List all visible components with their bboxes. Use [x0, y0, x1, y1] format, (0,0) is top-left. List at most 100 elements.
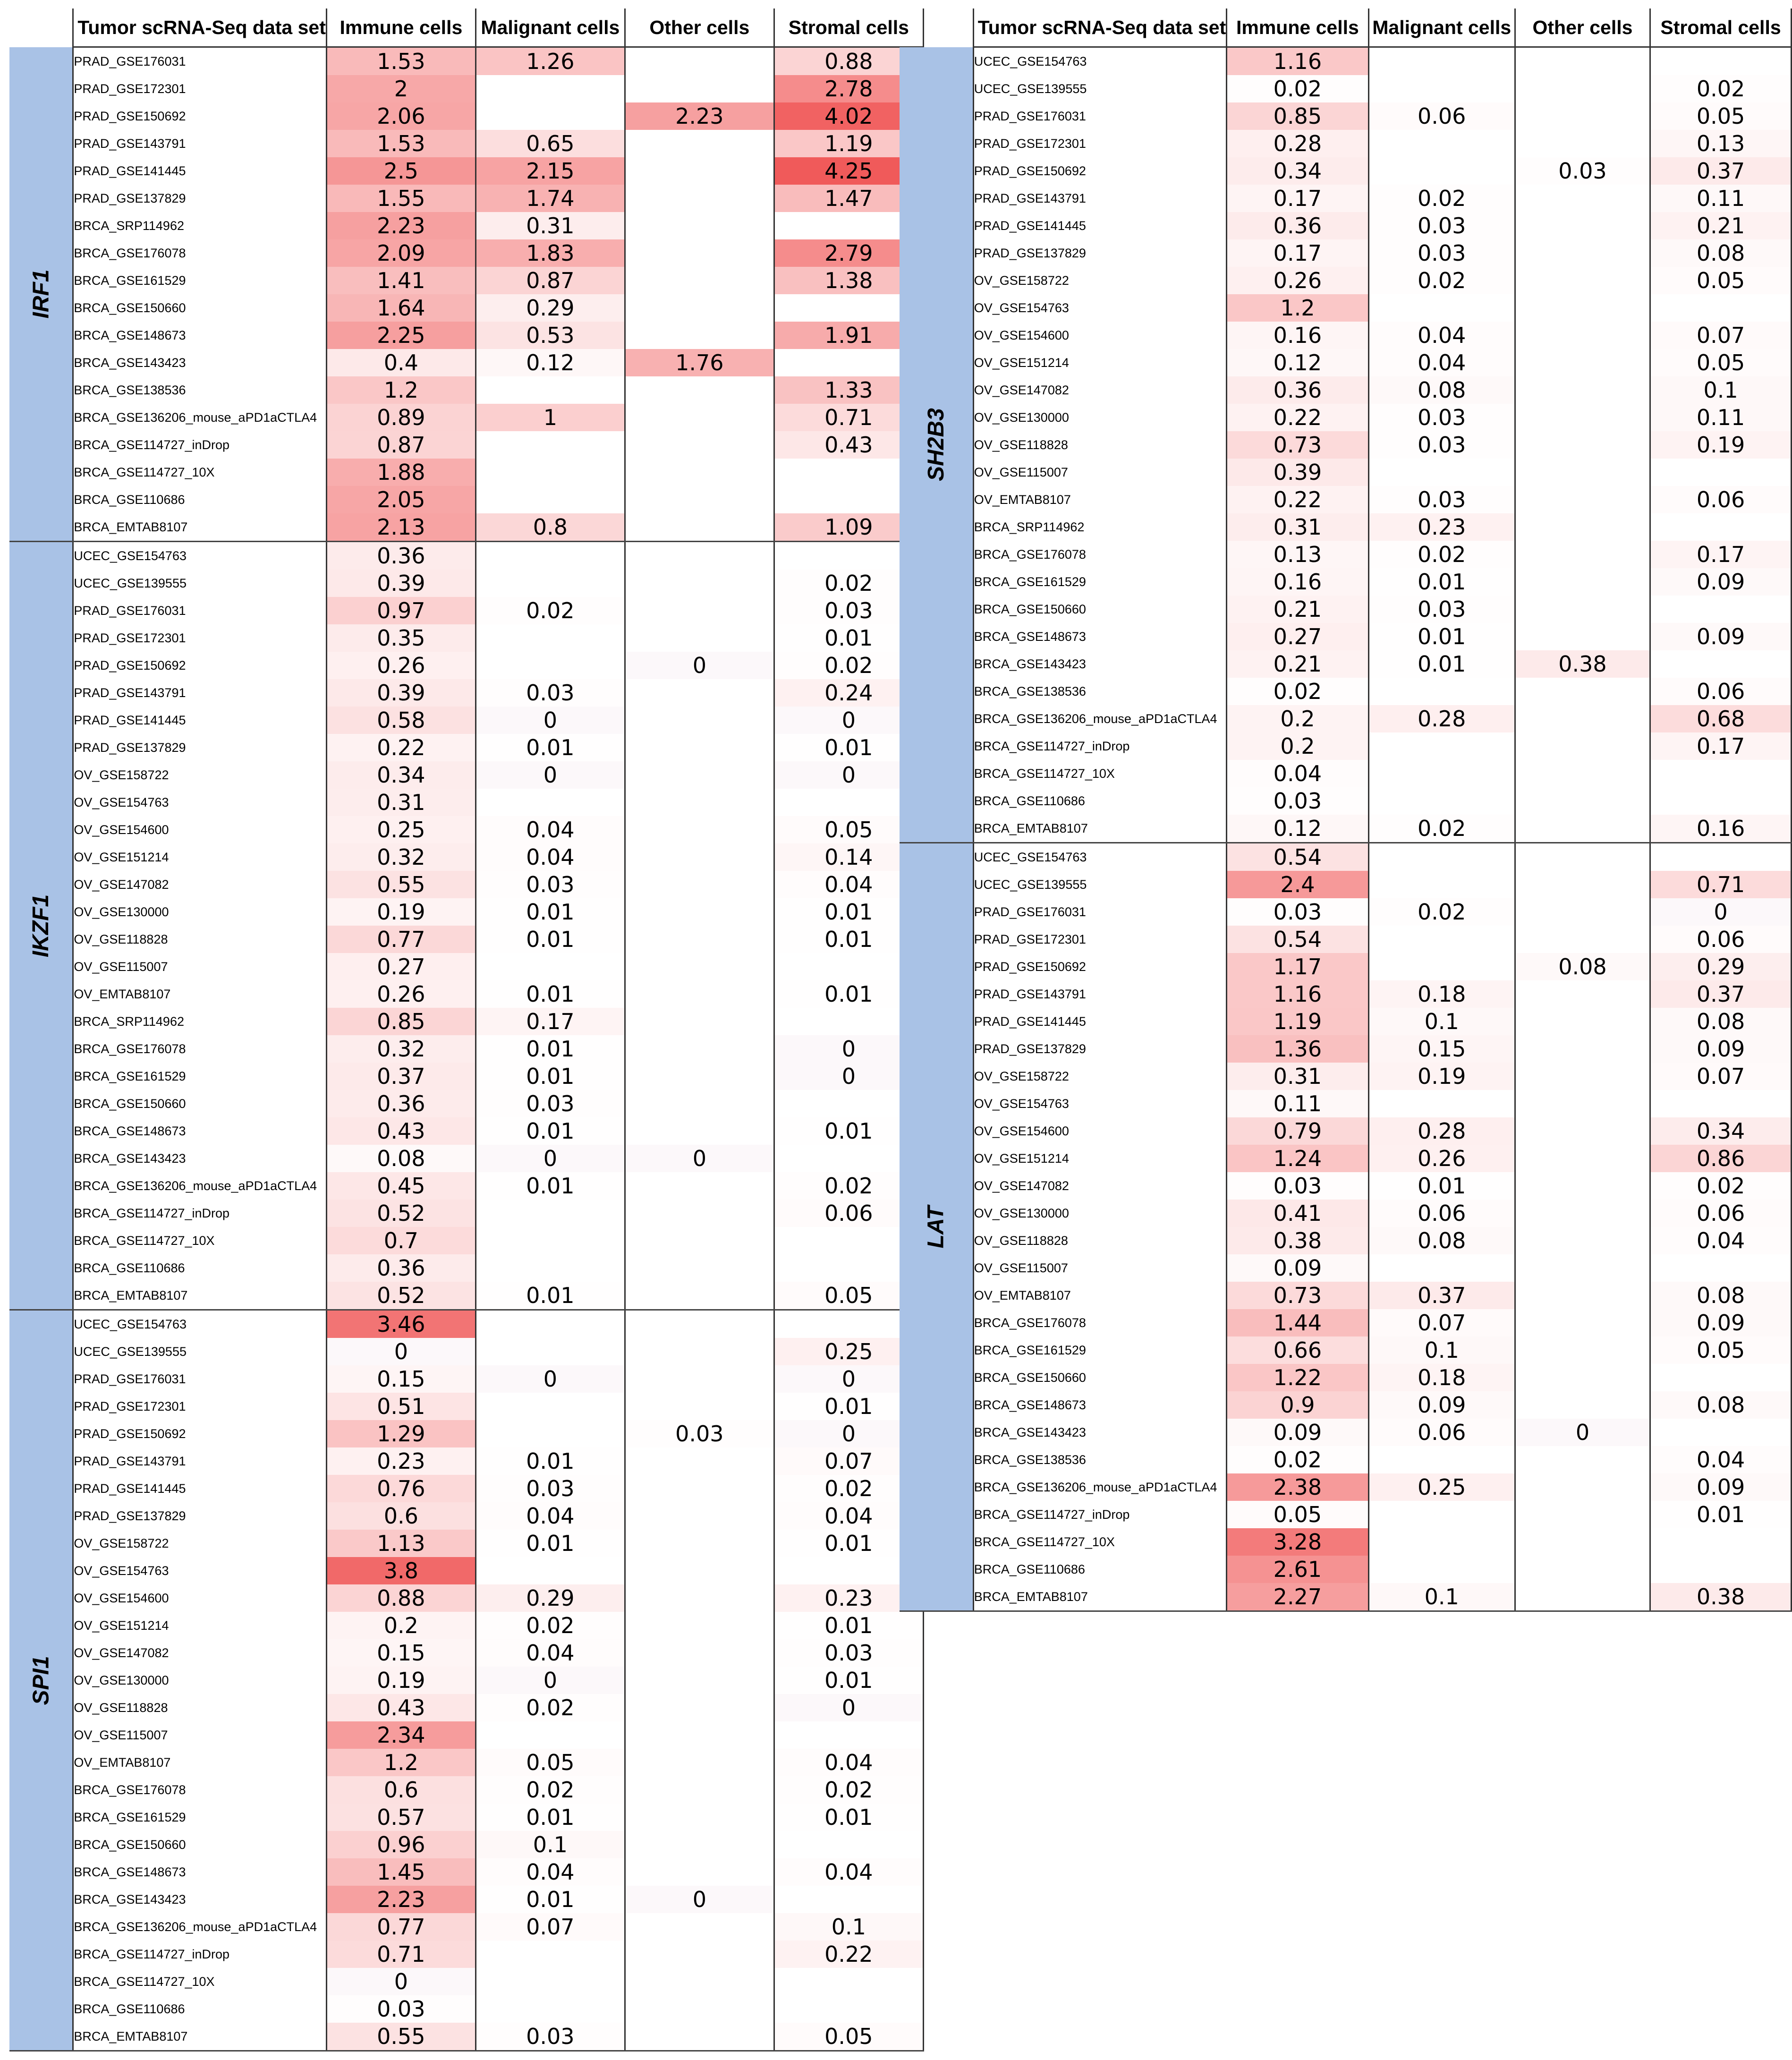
- heatmap-cell-other-cells: [1514, 1145, 1650, 1172]
- heatmap-cell-malignant-cells: 0.04: [475, 1639, 625, 1667]
- heatmap-cell-other-cells: [1514, 486, 1650, 513]
- table-row: BRCA_GSE161529 0.37 0.01 0: [9, 1063, 924, 1090]
- column-header-stromal-cells: Stromal cells: [1649, 9, 1792, 48]
- table-row: OV_GSE115007 0.27: [9, 953, 924, 980]
- dataset-label: OV_GSE151214: [972, 349, 1227, 376]
- heatmap-cell-stromal-cells: [1649, 760, 1792, 787]
- heatmap-cell-malignant-cells: 0: [475, 1145, 625, 1172]
- heatmap-cell-immune-cells: 0.02: [1226, 1446, 1369, 1473]
- heatmap-cell-immune-cells: 0.16: [1226, 568, 1369, 596]
- heatmap-cell-stromal-cells: 0.86: [1649, 1145, 1792, 1172]
- dataset-label: BRCA_EMTAB8107: [72, 513, 327, 542]
- table-row: PRAD_GSE150692 1.17 0.08 0.29: [900, 953, 1792, 980]
- heatmap-cell-other-cells: [624, 1913, 774, 1941]
- heatmap-cell-stromal-cells: 0.01: [773, 1804, 924, 1831]
- heatmap-cell-stromal-cells: 0.08: [1649, 1008, 1792, 1035]
- heatmap-cell-stromal-cells: 0.08: [1649, 1391, 1792, 1419]
- heatmap-cell-malignant-cells: 0.17: [475, 1008, 625, 1035]
- dataset-label: BRCA_GSE114727_10X: [972, 760, 1227, 787]
- heatmap-cell-malignant-cells: 0.06: [1367, 1419, 1515, 1446]
- heatmap-cell-malignant-cells: 0: [475, 1365, 625, 1393]
- table-row: BRCA_GSE148673 0.27 0.01 0.09: [900, 623, 1792, 650]
- heatmap-cell-malignant-cells: 0.08: [1367, 376, 1515, 404]
- dataset-label: UCEC_GSE154763: [72, 541, 327, 570]
- dataset-label: OV_EMTAB8107: [72, 980, 327, 1008]
- dataset-label: OV_GSE154600: [972, 1117, 1227, 1145]
- heatmap-cell-other-cells: [1514, 732, 1650, 760]
- heatmap-cell-malignant-cells: 0.02: [475, 1612, 625, 1639]
- dataset-label: BRCA_GSE110686: [72, 1254, 327, 1282]
- heatmap-cell-stromal-cells: [1649, 843, 1792, 871]
- dataset-label: PRAD_GSE176031: [72, 1365, 327, 1393]
- table-row: OV_GSE130000 0.41 0.06 0.06: [900, 1200, 1792, 1227]
- dataset-label: BRCA_GSE138536: [972, 678, 1227, 705]
- heatmap-cell-malignant-cells: 0.01: [475, 926, 625, 953]
- table-row: BRCA_GSE150660 0.96 0.1: [9, 1831, 924, 1858]
- heatmap-cell-other-cells: [624, 761, 774, 789]
- heatmap-cell-malignant-cells: 0.8: [475, 513, 625, 542]
- dataset-label: BRCA_GSE148673: [72, 1117, 327, 1145]
- heatmap-cell-immune-cells: 0.26: [1226, 267, 1369, 294]
- dataset-label: BRCA_GSE143423: [972, 650, 1227, 678]
- heatmap-cell-malignant-cells: 2.15: [475, 157, 625, 185]
- heatmap-cell-other-cells: [624, 871, 774, 898]
- heatmap-cell-malignant-cells: 0.01: [1367, 623, 1515, 650]
- table-row: PRAD_GSE143791 0.39 0.03 0.24: [9, 679, 924, 707]
- heatmap-cell-malignant-cells: 0.03: [1367, 431, 1515, 459]
- heatmap-cell-immune-cells: 0.22: [1226, 486, 1369, 513]
- heatmap-cell-stromal-cells: [773, 1831, 924, 1858]
- heatmap-cell-immune-cells: 2.27: [1226, 1583, 1369, 1612]
- dataset-label: PRAD_GSE137829: [972, 1035, 1227, 1063]
- dataset-label: OV_GSE154763: [72, 789, 327, 816]
- heatmap-cell-immune-cells: 0.88: [325, 1584, 476, 1612]
- dataset-label: BRCA_GSE148673: [972, 1391, 1227, 1419]
- gene-group-spi1: SPI1: [9, 1310, 73, 2051]
- table-row: BRCA_GSE110686 0.03: [9, 1995, 924, 2023]
- heatmap-cell-malignant-cells: 0.23: [1367, 513, 1515, 541]
- heatmap-cell-malignant-cells: 0.29: [475, 294, 625, 322]
- dataset-label: BRCA_SRP114962: [972, 513, 1227, 541]
- heatmap-cell-malignant-cells: 0.01: [475, 1886, 625, 1913]
- table-row: OV_GSE154600 0.25 0.04 0.05: [9, 816, 924, 843]
- table-row: BRCA_GSE148673 1.45 0.04 0.04: [9, 1858, 924, 1886]
- table-row: OV_GSE147082 0.55 0.03 0.04: [9, 871, 924, 898]
- dataset-label: OV_GSE151214: [72, 843, 327, 871]
- heatmap-cell-other-cells: [1514, 1309, 1650, 1336]
- table-row: PRAD_GSE143791 1.53 0.65 1.19: [9, 130, 924, 157]
- heatmap-cell-malignant-cells: [475, 1941, 625, 1968]
- heatmap-cell-other-cells: [1514, 75, 1650, 102]
- dataset-label: BRCA_GSE176078: [72, 1035, 327, 1063]
- heatmap-cell-other-cells: [1514, 1172, 1650, 1200]
- heatmap-cell-stromal-cells: [1649, 513, 1792, 541]
- column-header-tumor-scrna-seq-data-set: Tumor scRNA-Seq data set: [972, 9, 1227, 48]
- heatmap-cell-stromal-cells: [1649, 1556, 1792, 1583]
- heatmap-cell-immune-cells: 0.22: [325, 734, 476, 761]
- heatmap-cell-stromal-cells: 1.09: [773, 513, 924, 542]
- heatmap-cell-stromal-cells: 0.02: [773, 652, 924, 679]
- table-row: BRCA_SRP114962 0.85 0.17: [9, 1008, 924, 1035]
- dataset-label: PRAD_GSE150692: [972, 953, 1227, 980]
- heatmap-cell-other-cells: [624, 431, 774, 459]
- heatmap-cell-immune-cells: 0.03: [1226, 898, 1369, 926]
- heatmap-cell-immune-cells: 0.76: [325, 1475, 476, 1502]
- heatmap-cell-stromal-cells: 0.09: [1649, 1473, 1792, 1501]
- heatmap-cell-other-cells: [624, 404, 774, 431]
- dataset-label: OV_GSE154600: [72, 816, 327, 843]
- heatmap-cell-immune-cells: 0.73: [1226, 431, 1369, 459]
- heatmap-cell-immune-cells: 0.35: [325, 624, 476, 652]
- dataset-label: PRAD_GSE143791: [72, 130, 327, 157]
- dataset-label: PRAD_GSE137829: [972, 239, 1227, 267]
- dataset-label: OV_GSE147082: [972, 1172, 1227, 1200]
- heatmap-cell-immune-cells: 0.27: [1226, 623, 1369, 650]
- heatmap-cell-immune-cells: 0.2: [325, 1612, 476, 1639]
- heatmap-cell-other-cells: [624, 513, 774, 542]
- heatmap-cell-other-cells: 0.03: [1514, 157, 1650, 185]
- table-row: BRCA_GSE114727_10X 3.28: [900, 1528, 1792, 1556]
- dataset-label: PRAD_GSE141445: [972, 212, 1227, 239]
- heatmap-cell-malignant-cells: 0.08: [1367, 1227, 1515, 1254]
- heatmap-cell-other-cells: 2.23: [624, 102, 774, 130]
- heatmap-cell-immune-cells: 0.32: [325, 1035, 476, 1063]
- heatmap-cell-stromal-cells: 0: [773, 707, 924, 734]
- heatmap-cell-immune-cells: 0.09: [1226, 1254, 1369, 1282]
- heatmap-cell-stromal-cells: 0.17: [1649, 732, 1792, 760]
